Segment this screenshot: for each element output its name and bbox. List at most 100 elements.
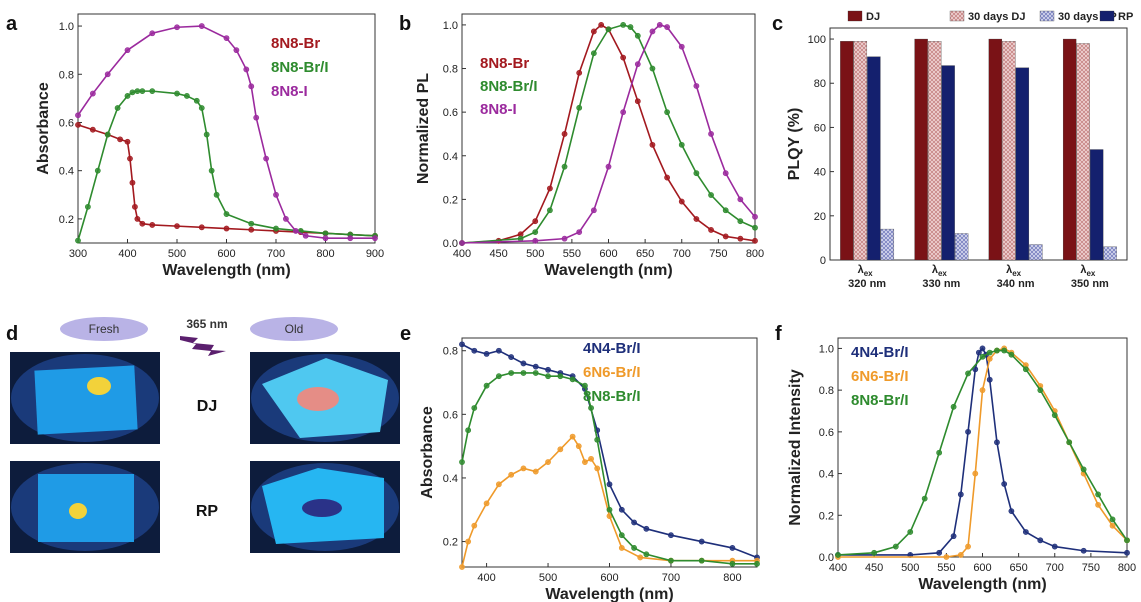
data-point	[668, 557, 674, 564]
chart-b-normalized-pl: 400 450 500 550 600 650 700 750 800 0.0 0.2 0.4 0.6 0…	[415, 13, 764, 279]
data-point	[104, 131, 111, 138]
y-tick-label: 0.6	[443, 409, 458, 421]
fresh-badge	[60, 317, 148, 341]
bar-dj	[840, 41, 854, 261]
data-point	[631, 519, 637, 526]
data-point	[1037, 537, 1044, 544]
y-tick-label: 0.8	[443, 346, 458, 358]
data-point	[282, 215, 289, 222]
data-point	[627, 24, 634, 30]
data-point	[994, 347, 1000, 354]
bar-30-days-dj	[927, 41, 942, 261]
data-point	[892, 543, 899, 550]
data-point	[75, 121, 81, 128]
data-point	[1001, 347, 1008, 354]
category-label: 330 nm	[922, 278, 960, 290]
legend-entry: 8N8-Br/I	[480, 78, 538, 95]
data-point	[193, 97, 200, 104]
y-tick-label: 20	[814, 211, 826, 223]
data-point	[569, 376, 576, 383]
old-badge	[250, 317, 338, 341]
data-point	[979, 387, 986, 394]
data-point	[1022, 529, 1029, 535]
data-point	[737, 218, 744, 225]
y-tick-label: 0.4	[443, 473, 458, 485]
series-8n8-br-i	[75, 88, 378, 244]
x-tick-label: 700	[1046, 562, 1064, 574]
data-point	[708, 131, 714, 137]
data-point	[737, 196, 744, 203]
data-point	[972, 470, 979, 477]
data-point	[643, 551, 650, 558]
data-point	[975, 349, 982, 356]
data-point	[649, 141, 656, 148]
series-8n8-i	[75, 23, 378, 242]
y-tick-label: 0.4	[59, 166, 74, 178]
data-point	[471, 347, 478, 354]
series-8n8-i	[459, 22, 758, 246]
data-point	[302, 232, 309, 239]
data-point	[1080, 547, 1087, 554]
x-tick-label: 750	[1082, 562, 1100, 574]
data-point	[754, 560, 760, 567]
data-point	[618, 545, 625, 551]
panel-label-e: e	[400, 323, 411, 345]
category-subscript: ex	[1086, 269, 1095, 278]
bar-30-days-rp	[954, 233, 969, 261]
data-point	[459, 240, 465, 246]
plot-frame	[829, 27, 1128, 261]
y-tick-label: 0.0	[819, 552, 834, 564]
data-point	[248, 220, 255, 227]
data-point	[124, 138, 131, 145]
x-axis-label: Wavelength (nm)	[162, 262, 290, 279]
category-label: λex	[858, 264, 874, 278]
data-point	[532, 468, 539, 475]
data-point	[208, 167, 215, 174]
data-point	[582, 459, 588, 465]
legend-entry: 30 days DJ	[968, 11, 1025, 23]
data-point	[465, 538, 472, 545]
chart-f-normalized-intensity: 400 450 500 550 600 650 700 750 800 0.0 0.2 0.4 0.6 0…	[787, 337, 1136, 593]
data-point	[871, 549, 878, 556]
series-6n6-br-i	[459, 433, 760, 570]
data-point	[134, 88, 141, 95]
data-point	[936, 549, 943, 556]
data-point	[752, 224, 758, 231]
data-point	[708, 227, 714, 233]
y-tick-label: 40	[814, 167, 826, 179]
y-tick-label: 1.0	[59, 21, 74, 33]
data-point	[547, 185, 553, 192]
data-point	[594, 436, 601, 443]
data-point	[127, 155, 133, 162]
data-point	[547, 207, 553, 214]
data-point	[471, 522, 478, 529]
legend-swatch	[1039, 10, 1055, 22]
data-point	[979, 353, 986, 360]
data-point	[322, 230, 329, 237]
data-point	[292, 228, 299, 234]
legend-entry: 8N8-Br/I	[851, 392, 909, 409]
data-point	[693, 170, 700, 177]
data-point	[117, 136, 123, 143]
data-point	[965, 543, 971, 550]
data-point	[174, 90, 180, 97]
uv-wavelength-label: 365 nm	[186, 317, 227, 331]
panel-d-photos: Fresh Old 365 nm DJ R	[10, 317, 400, 553]
data-point	[174, 24, 180, 31]
bar-30-days-dj	[1076, 43, 1090, 261]
y-tick-label: 60	[814, 122, 826, 134]
bar-dj	[1062, 38, 1077, 261]
data-point	[223, 35, 230, 42]
bar-rp	[867, 56, 881, 261]
data-point	[483, 382, 490, 389]
data-point	[465, 427, 472, 434]
data-point	[508, 471, 515, 478]
data-point	[1124, 537, 1130, 544]
photo-dj-fresh	[10, 352, 160, 444]
y-tick-label: 0.2	[59, 214, 74, 226]
data-point	[664, 24, 670, 30]
y-tick-label: 0.6	[59, 117, 74, 129]
x-tick-label: 650	[636, 248, 654, 260]
data-point	[1080, 466, 1087, 473]
series-8n8-br-i	[459, 370, 760, 567]
